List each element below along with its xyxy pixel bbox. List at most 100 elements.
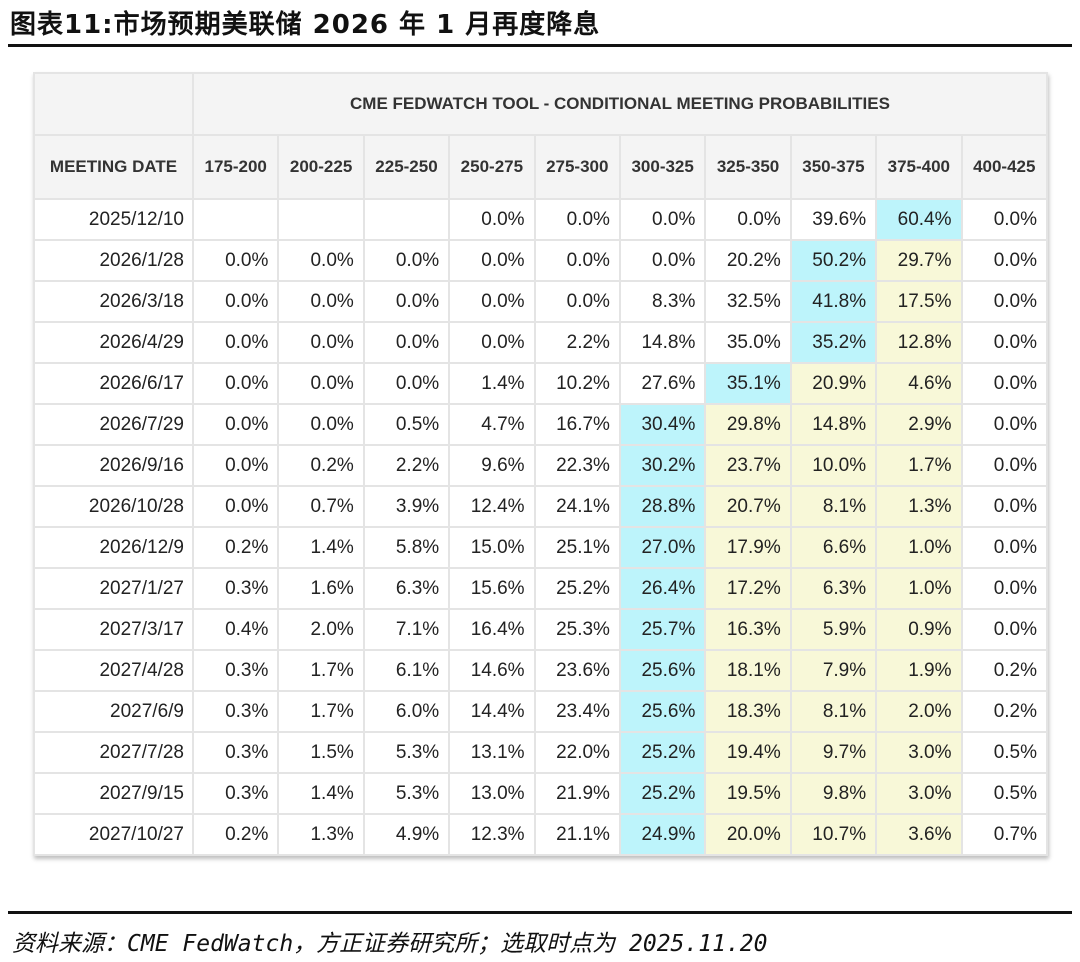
probability-cell: 0.0% (362, 239, 451, 282)
column-header-225-250: 225-250 (362, 134, 451, 200)
figure-title: 图表11:市场预期美联储 2026 年 1 月再度降息 (10, 10, 601, 40)
probability-cell: 0.0% (960, 239, 1049, 282)
probability-cell: 1.4% (277, 772, 365, 815)
probability-cell: 6.1% (362, 649, 451, 692)
probability-cell: 6.0% (362, 690, 451, 733)
probability-cell: 0.0% (191, 485, 280, 528)
probability-cell: 25.6% (618, 649, 707, 692)
probability-cell: 0.0% (960, 321, 1049, 364)
column-header-300-325: 300-325 (618, 134, 707, 200)
probability-cell: 0.0% (618, 198, 707, 241)
probability-cell: 10.2% (533, 362, 621, 405)
probability-cell: 23.7% (704, 444, 792, 487)
meeting-date-cell: 2027/3/17 (33, 608, 194, 651)
probability-cell: 1.0% (875, 526, 963, 569)
probability-cell: 0.0% (277, 403, 365, 446)
meeting-date-cell: 2026/3/18 (33, 280, 194, 323)
probability-cell: 16.7% (533, 403, 621, 446)
probability-cell: 0.0% (191, 362, 280, 405)
meeting-date-cell: 2026/9/16 (33, 444, 194, 487)
meeting-date-cell: 2025/12/10 (33, 198, 194, 241)
table-row: 2027/1/27 0.3% 1.6% 6.3% 15.6% 25.2% 26.4% 17.2… (33, 567, 1049, 610)
column-header-row: MEETING DATE 175-200 200-225 225-250 250-27… (33, 134, 1049, 200)
probability-cell: 15.0% (448, 526, 536, 569)
probability-cell: 0.0% (960, 567, 1049, 610)
probability-cell: 0.0% (960, 280, 1049, 323)
table-row: 2026/12/9 0.2% 1.4% 5.8% 15.0% 25.1% 27.0% 17.9… (33, 526, 1049, 569)
probability-cell: 0.0% (362, 321, 451, 364)
probability-cell: 16.3% (704, 608, 792, 651)
probability-cell: 7.1% (362, 608, 451, 651)
probability-cell (362, 198, 451, 241)
probability-cell: 0.0% (960, 485, 1049, 528)
probability-cell: 25.3% (533, 608, 621, 651)
probability-cell: 27.6% (618, 362, 707, 405)
probability-cell: 0.0% (618, 239, 707, 282)
probability-cell: 29.8% (704, 403, 792, 446)
meeting-date-cell: 2027/7/28 (33, 731, 194, 774)
probability-cell: 0.0% (362, 280, 451, 323)
probability-cell: 0.0% (191, 239, 280, 282)
probability-cell: 3.0% (875, 731, 963, 774)
probability-cell: 6.3% (362, 567, 451, 610)
probability-cell: 0.0% (533, 198, 621, 241)
title-divider (8, 44, 1072, 47)
probability-cell: 19.5% (704, 772, 792, 815)
probability-cell: 0.3% (191, 567, 280, 610)
probability-cell: 25.2% (533, 567, 621, 610)
probability-cell: 14.6% (448, 649, 536, 692)
probability-cell: 35.1% (704, 362, 792, 405)
column-header-250-275: 250-275 (448, 134, 536, 200)
probability-cell: 20.7% (704, 485, 792, 528)
source-note: 资料来源：CME FedWatch，方正证券研究所；选取时点为 2025.11.… (12, 931, 768, 957)
meeting-date-cell: 2027/10/27 (33, 813, 194, 856)
meeting-date-cell: 2026/1/28 (33, 239, 194, 282)
probability-cell: 20.2% (704, 239, 792, 282)
probability-cell: 0.0% (191, 280, 280, 323)
probability-cell: 0.0% (448, 198, 536, 241)
probability-cell: 39.6% (789, 198, 878, 241)
probability-cell: 0.0% (448, 280, 536, 323)
probability-cell: 35.0% (704, 321, 792, 364)
source-divider (8, 911, 1072, 914)
probability-cell: 0.5% (362, 403, 451, 446)
probability-cell: 0.0% (191, 403, 280, 446)
probability-cell: 27.0% (618, 526, 707, 569)
table-body: 2025/12/10 0.0% 0.0% 0.0% 0.0% 39.6% 60.4% 0.0%… (33, 198, 1049, 856)
probability-cell: 35.2% (789, 321, 878, 364)
probability-cell: 9.7% (789, 731, 878, 774)
probability-cell: 1.5% (277, 731, 365, 774)
probability-cell: 5.3% (362, 772, 451, 815)
meeting-date-cell: 2026/4/29 (33, 321, 194, 364)
probability-cell (277, 198, 365, 241)
probability-cell: 0.9% (875, 608, 963, 651)
table-row: 2026/4/29 0.0% 0.0% 0.0% 0.0% 2.2% 14.8% 35.0% 3… (33, 321, 1049, 364)
probability-cell: 0.3% (191, 690, 280, 733)
probability-cell: 6.3% (789, 567, 878, 610)
table-row: 2026/9/16 0.0% 0.2% 2.2% 9.6% 22.3% 30.2% 23.7%… (33, 444, 1049, 487)
probability-cell: 10.0% (789, 444, 878, 487)
probability-table-container: CME FEDWATCH TOOL - CONDITIONAL MEETING … (33, 72, 1049, 856)
meeting-date-cell: 2027/4/28 (33, 649, 194, 692)
probability-cell: 5.8% (362, 526, 451, 569)
probability-cell: 25.6% (618, 690, 707, 733)
super-header: CME FEDWATCH TOOL - CONDITIONAL MEETING … (192, 72, 1048, 136)
probability-cell: 60.4% (875, 198, 963, 241)
probability-cell: 18.1% (704, 649, 792, 692)
probability-cell: 0.0% (362, 362, 451, 405)
probability-cell: 0.0% (533, 239, 621, 282)
probability-cell: 0.0% (960, 444, 1049, 487)
probability-cell: 16.4% (448, 608, 536, 651)
probability-cell: 0.0% (960, 608, 1049, 651)
probability-cell: 2.0% (875, 690, 963, 733)
probability-cell: 13.1% (448, 731, 536, 774)
table-row: 2026/3/18 0.0% 0.0% 0.0% 0.0% 0.0% 8.3% 32.5% 41… (33, 280, 1049, 323)
probability-cell: 0.2% (191, 813, 280, 856)
probability-cell: 25.2% (618, 772, 707, 815)
probability-cell: 0.0% (277, 321, 365, 364)
probability-cell: 1.7% (277, 649, 365, 692)
meeting-date-cell: 2026/10/28 (33, 485, 194, 528)
probability-cell: 22.0% (533, 731, 621, 774)
column-header-275-300: 275-300 (533, 134, 621, 200)
probability-cell: 15.6% (448, 567, 536, 610)
